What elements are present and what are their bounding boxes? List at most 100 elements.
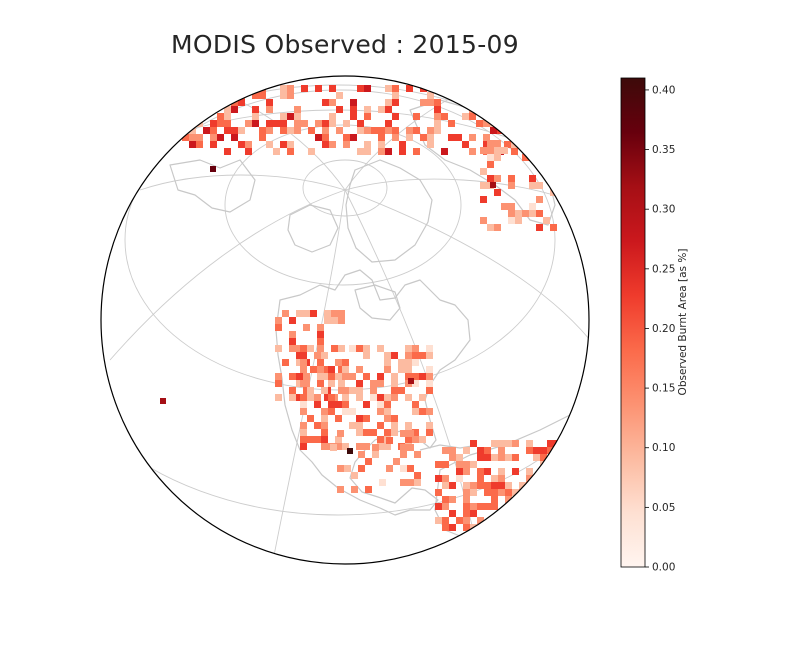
graticule-meridian [139, 174, 346, 191]
burnt-area-cell [357, 127, 364, 134]
graticule-meridian [344, 178, 571, 201]
burnt-area-cell [442, 461, 449, 468]
burnt-area-cell [405, 359, 412, 366]
burnt-area-cell [287, 85, 294, 92]
burnt-area-cell [526, 468, 533, 475]
burnt-area-cell [363, 415, 370, 422]
burnt-area-cell [338, 317, 345, 324]
burnt-area-cell [435, 461, 442, 468]
burnt-area-cell [328, 408, 335, 415]
burnt-area-cell [322, 141, 329, 148]
burnt-area-cell [515, 210, 522, 217]
burnt-area-cell [282, 359, 289, 366]
burnt-area-cell [294, 106, 301, 113]
burnt-area-cell [315, 134, 322, 141]
burnt-area-cell [196, 141, 203, 148]
burnt-area-cell [335, 359, 342, 366]
burnt-area-cell [317, 366, 324, 373]
burnt-area-cell [280, 120, 287, 127]
burnt-area-cell [196, 134, 203, 141]
burnt-area-cell [336, 127, 343, 134]
colorbar-tick-label: 0.35 [652, 144, 675, 156]
burnt-area-cell [372, 451, 379, 458]
burnt-area-cell [321, 422, 328, 429]
burnt-area-cell [491, 482, 498, 489]
burnt-area-cell [391, 429, 398, 436]
burnt-area-cell [324, 317, 331, 324]
burnt-area-cell [519, 482, 526, 489]
burnt-area-cell [501, 147, 508, 154]
burnt-area-cell [364, 106, 371, 113]
burnt-area-cell [308, 148, 315, 155]
burnt-area-cell [384, 429, 391, 436]
burnt-area-cell [405, 345, 412, 352]
burnt-area-cell [280, 141, 287, 148]
burnt-area-cell [419, 373, 426, 380]
burnt-area-cell [543, 217, 550, 224]
burnt-area-cell [328, 394, 335, 401]
burnt-area-cell [335, 373, 342, 380]
burnt-area-cell [529, 182, 536, 189]
burnt-area-cell [501, 203, 508, 210]
burnt-area-cell [463, 468, 470, 475]
burnt-area-cell [483, 134, 490, 141]
burnt-area-cell [287, 92, 294, 99]
burnt-area-cell [377, 345, 384, 352]
burnt-area-cell [470, 482, 477, 489]
burnt-area-cell [419, 394, 426, 401]
burnt-area-cell [504, 141, 511, 148]
burnt-area-cell [338, 366, 345, 373]
burnt-area-cell [338, 380, 345, 387]
burnt-area-cell [449, 482, 456, 489]
burnt-area-cell [224, 113, 231, 120]
burnt-area-cell [412, 401, 419, 408]
burnt-area-cell [310, 310, 317, 317]
burnt-area-cell [533, 454, 540, 461]
burnt-area-cell [324, 394, 331, 401]
burnt-area-cell [392, 127, 399, 134]
burnt-area-cell [391, 387, 398, 394]
burnt-area-cell [328, 401, 335, 408]
burnt-area-cell [300, 380, 307, 387]
burnt-area-cell [419, 408, 426, 415]
burnt-area-cell [494, 154, 501, 161]
burnt-area-cell [356, 387, 363, 394]
burnt-area-cell [307, 436, 314, 443]
burnt-area-cell [317, 359, 324, 366]
globe-boundary [100, 75, 590, 565]
burnt-area-cell [456, 517, 463, 524]
burnt-area-cell [392, 134, 399, 141]
colorbar-bar [620, 77, 646, 568]
burnt-area-cell [336, 106, 343, 113]
burnt-area-cell [426, 380, 433, 387]
burnt-area-cell [427, 127, 434, 134]
burnt-area-cell [470, 503, 477, 510]
burnt-area-cell [303, 387, 310, 394]
burnt-area-cell [315, 85, 322, 92]
burnt-area-cell [512, 454, 519, 461]
burnt-area-cell [529, 210, 536, 217]
burnt-area-cell [491, 489, 498, 496]
burnt-area-cell [413, 127, 420, 134]
burnt-area-cell [442, 524, 449, 531]
burnt-area-cell [407, 465, 414, 472]
burnt-area-cell [494, 147, 501, 154]
burnt-area-cell [342, 394, 349, 401]
burnt-area-cell [442, 503, 449, 510]
burnt-area-cell [364, 85, 371, 92]
burnt-area-cell [300, 401, 307, 408]
burnt-area-cell [412, 352, 419, 359]
burnt-area-cell [303, 310, 310, 317]
burnt-area-cell [365, 458, 372, 465]
burnt-area-cell [412, 359, 419, 366]
burnt-area-cell [350, 99, 357, 106]
burnt-area-cell [300, 394, 307, 401]
burnt-area-cell [522, 154, 529, 161]
burnt-area-cell [480, 217, 487, 224]
burnt-area-cell [400, 444, 407, 451]
burnt-area-cell [296, 394, 303, 401]
burnt-area-cell [463, 510, 470, 517]
burnt-area-cell [349, 422, 356, 429]
burnt-area-cell [342, 366, 349, 373]
burnt-area-cell [358, 451, 365, 458]
